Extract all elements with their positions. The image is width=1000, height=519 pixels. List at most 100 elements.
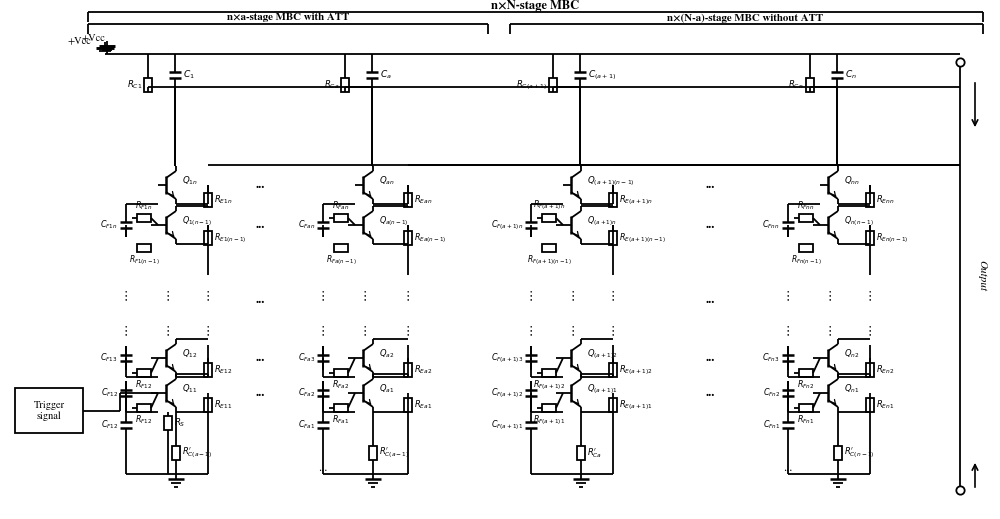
Text: ...: ...	[255, 179, 265, 191]
Text: +Vcc: +Vcc	[67, 35, 91, 45]
Text: $R_{C(n-1)}'$: $R_{C(n-1)}'$	[844, 446, 875, 460]
Bar	[204, 231, 212, 245]
Text: ⋮: ⋮	[827, 289, 833, 301]
Text: $C_{F13}$: $C_{F13}$	[100, 352, 118, 364]
Text: ⋮: ⋮	[827, 324, 833, 336]
Text: ⋮: ⋮	[610, 289, 616, 301]
Text: +Vcc: +Vcc	[81, 32, 105, 42]
Text: $C_{(a+1)}$: $C_{(a+1)}$	[588, 68, 616, 82]
Bar	[404, 363, 412, 377]
Text: $R_{En2}$: $R_{En2}$	[876, 364, 894, 376]
Bar	[137, 404, 151, 412]
Text: $R_{Fn2}$: $R_{Fn2}$	[797, 378, 815, 391]
Bar	[542, 244, 556, 252]
Text: $Q_{an}$: $Q_{an}$	[379, 175, 395, 187]
Text: $R_{F(a+1)(n-1)}$: $R_{F(a+1)(n-1)}$	[527, 253, 571, 267]
Bar	[164, 416, 172, 430]
Text: ⋮: ⋮	[570, 324, 576, 336]
Text: $R_{Fn1}$: $R_{Fn1}$	[797, 414, 815, 426]
Text: $R_{C(a-1)}'$: $R_{C(a-1)}'$	[379, 446, 410, 460]
Bar	[609, 231, 617, 245]
Bar	[341, 78, 349, 92]
Bar	[866, 193, 874, 207]
Text: ⋮: ⋮	[205, 289, 211, 301]
Text: $R_{Fnn}$: $R_{Fnn}$	[797, 200, 815, 212]
Text: ...: ...	[705, 179, 715, 191]
Text: $R_{Fa1}$: $R_{Fa1}$	[332, 414, 350, 426]
Text: $R_{E1(n-1)}$: $R_{E1(n-1)}$	[214, 231, 246, 245]
Text: $R_{F(a+1)n}$: $R_{F(a+1)n}$	[533, 199, 565, 212]
Text: ⋮: ⋮	[165, 324, 171, 336]
Text: $R_{E(a+1)2}$: $R_{E(a+1)2}$	[619, 363, 653, 377]
Text: ⋮: ⋮	[570, 289, 576, 301]
Bar	[204, 363, 212, 377]
Text: $Q_{nn}$: $Q_{nn}$	[844, 175, 860, 187]
Text: $R_{Ca}$: $R_{Ca}$	[324, 79, 339, 91]
Bar	[866, 398, 874, 412]
Bar	[334, 244, 348, 252]
Text: ⋮: ⋮	[528, 289, 534, 301]
Bar	[172, 446, 180, 460]
Bar	[866, 231, 874, 245]
Text: $C_a$: $C_a$	[380, 69, 392, 81]
Text: ⋮: ⋮	[610, 324, 616, 336]
Text: $C_{Fa2}$: $C_{Fa2}$	[298, 387, 315, 399]
Text: ⋮: ⋮	[785, 324, 791, 336]
Bar	[15, 388, 83, 433]
Text: ⋮: ⋮	[405, 289, 411, 301]
Text: n×a-stage MBC with ATT: n×a-stage MBC with ATT	[227, 13, 349, 22]
Text: $C_{Fn2}$: $C_{Fn2}$	[763, 387, 780, 399]
Text: Output: Output	[977, 261, 987, 292]
Bar	[334, 214, 348, 222]
Bar	[404, 231, 412, 245]
Text: $R_{Ean}$: $R_{Ean}$	[414, 194, 432, 206]
Text: ...: ...	[705, 294, 715, 306]
Text: $R_{Fa(n-1)}$: $R_{Fa(n-1)}$	[326, 253, 356, 267]
Bar	[542, 404, 556, 412]
Bar	[799, 369, 813, 377]
Bar	[144, 78, 152, 92]
Text: $R_{E(a+1)n}$: $R_{E(a+1)n}$	[619, 193, 653, 207]
Bar	[577, 446, 585, 460]
Text: $Q_{(a+1)n}$: $Q_{(a+1)n}$	[587, 214, 617, 228]
Text: $Q_{12}$: $Q_{12}$	[182, 348, 197, 360]
Bar	[137, 214, 151, 222]
Text: $Q_{n2}$: $Q_{n2}$	[844, 348, 859, 360]
Bar	[137, 244, 151, 252]
Text: ⋮: ⋮	[405, 324, 411, 336]
Text: $C_{F(a+1)1}$: $C_{F(a+1)1}$	[491, 418, 523, 432]
Text: ...: ...	[255, 294, 265, 306]
Text: $R_{C(a+1)}$: $R_{C(a+1)}$	[516, 78, 547, 92]
Text: ⋮: ⋮	[362, 324, 368, 336]
Text: $R_{E1n}$: $R_{E1n}$	[214, 194, 233, 206]
Bar	[334, 404, 348, 412]
Text: $C_{F(a+1)n}$: $C_{F(a+1)n}$	[491, 218, 523, 232]
Text: ⋮: ⋮	[123, 289, 129, 301]
Text: $R_{Fa2}$: $R_{Fa2}$	[332, 378, 350, 391]
Text: $R_{F(a+1)1}$: $R_{F(a+1)1}$	[533, 414, 565, 427]
Text: $R_{En(n-1)}$: $R_{En(n-1)}$	[876, 231, 908, 245]
Text: $R_{Ea2}$: $R_{Ea2}$	[414, 364, 432, 376]
Text: $C_{Fa1}$: $C_{Fa1}$	[298, 419, 315, 431]
Text: $Q_{a(n-1)}$: $Q_{a(n-1)}$	[379, 214, 409, 228]
Text: ...: ...	[705, 352, 715, 364]
Text: $C_{Fnn}$: $C_{Fnn}$	[762, 218, 780, 231]
Text: $R_{F1n}$: $R_{F1n}$	[135, 200, 153, 212]
Text: ...: ...	[705, 387, 715, 399]
Text: ⋮: ⋮	[867, 324, 873, 336]
Text: $Q_{a1}$: $Q_{a1}$	[379, 383, 394, 395]
Text: n×N-stage MBC: n×N-stage MBC	[491, 0, 579, 12]
Text: ...: ...	[255, 219, 265, 231]
Text: $C_{Fn3}$: $C_{Fn3}$	[762, 352, 780, 364]
Bar	[542, 214, 556, 222]
Text: $R_{Ca}'$: $R_{Ca}'$	[587, 446, 602, 460]
Bar	[204, 193, 212, 207]
Text: $R_{En1}$: $R_{En1}$	[876, 399, 894, 411]
Text: $C_{F12}$: $C_{F12}$	[101, 387, 118, 399]
Text: $Q_{a2}$: $Q_{a2}$	[379, 348, 394, 360]
Text: $C_{Fan}$: $C_{Fan}$	[298, 218, 315, 231]
Text: $R_{E(a+1)(n-1)}$: $R_{E(a+1)(n-1)}$	[619, 231, 666, 245]
Bar	[806, 78, 814, 92]
Bar	[799, 244, 813, 252]
Text: $Q_{(a+1)2}$: $Q_{(a+1)2}$	[587, 347, 618, 361]
